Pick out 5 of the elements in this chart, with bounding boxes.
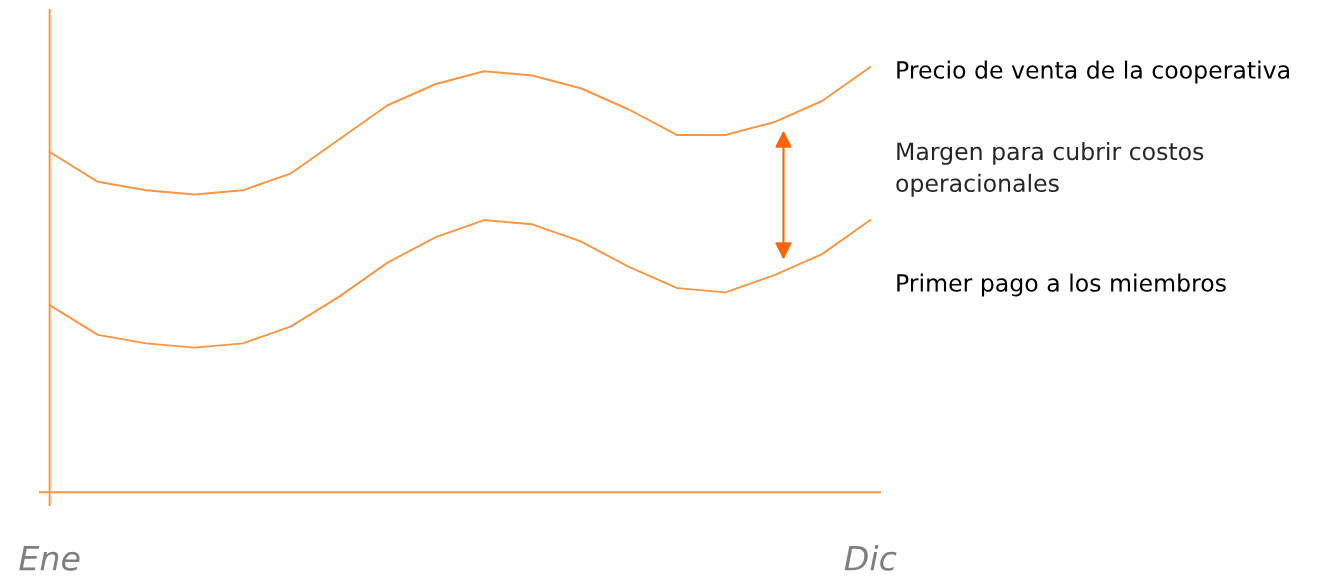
text: Primer pago a los miembros xyxy=(897,273,1226,297)
x-tick-label: Dic xyxy=(844,545,897,571)
x-tick-label: Ene xyxy=(19,546,80,571)
series-label: Precio de venta de la cooperativa xyxy=(897,60,1289,84)
text: Margen para cubrir costos operacionales xyxy=(896,142,1204,197)
